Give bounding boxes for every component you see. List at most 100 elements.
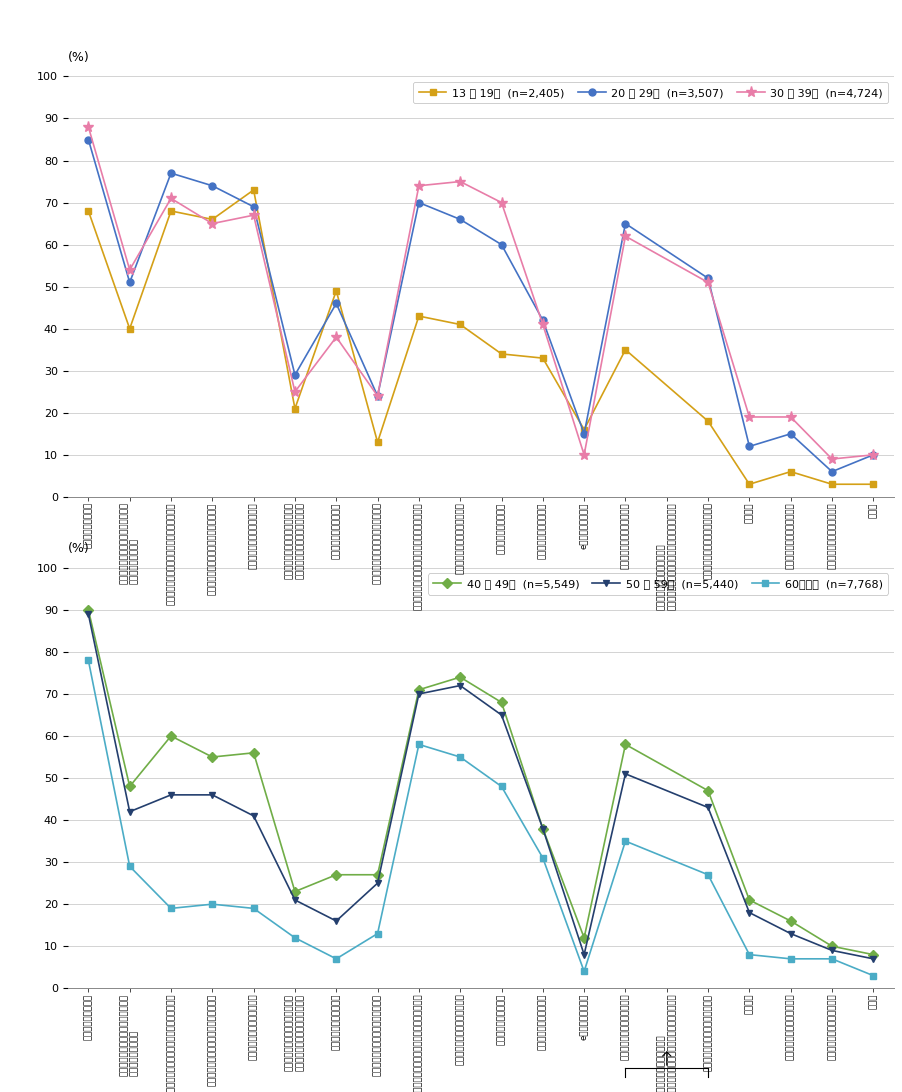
60歳以上  (n=7,768) <box>372 927 382 940</box>
Text: eラーニングの利用: eラーニングの利用 <box>579 502 588 548</box>
50 ～ 59歳  (n=5,440) <box>372 877 382 890</box>
Text: 商品・サービスの購入・取引: 商品・サービスの購入・取引 <box>621 502 630 569</box>
60歳以上  (n=7,768) <box>207 898 217 911</box>
Text: ソーシャルネットワーキングサービスの利用: ソーシャルネットワーキングサービスの利用 <box>166 502 175 605</box>
20 ～ 29歳  (n=3,507) <box>702 272 713 285</box>
50 ～ 59歳  (n=5,440) <box>330 914 341 927</box>
30 ～ 39歳  (n=4,724) <box>372 390 382 403</box>
Text: オンラインゲームの利用: オンラインゲームの利用 <box>331 502 340 559</box>
30 ～ 39歳  (n=4,724) <box>495 197 506 210</box>
Text: ソーシャルネットワーキングサービスの利用: ソーシャルネットワーキングサービスの利用 <box>166 994 175 1092</box>
20 ～ 29歳  (n=3,507) <box>743 440 754 453</box>
50 ～ 59歳  (n=5,440) <box>124 805 135 818</box>
60歳以上  (n=7,768) <box>495 780 506 793</box>
60歳以上  (n=7,768) <box>620 834 630 847</box>
60歳以上  (n=7,768) <box>165 902 176 915</box>
30 ～ 39歳  (n=4,724) <box>825 452 836 465</box>
50 ～ 59歳  (n=5,440) <box>413 688 424 701</box>
30 ～ 39歳  (n=4,724) <box>867 448 878 461</box>
30 ～ 39歳  (n=4,724) <box>165 192 176 205</box>
40 ～ 49歳  (n=5,549) <box>248 746 259 759</box>
60歳以上  (n=7,768) <box>413 738 424 751</box>
Text: ラジオ・テレビ番組・映画などの
オンデマンド配信サービスの利用: ラジオ・テレビ番組・映画などの オンデマンド配信サービスの利用 <box>285 502 304 579</box>
Line: 50 ～ 59歳  (n=5,440): 50 ～ 59歳 (n=5,440) <box>85 610 876 962</box>
30 ～ 39歳  (n=4,724) <box>702 276 713 289</box>
Text: 動画投稿・共有サイトの利用: 動画投稿・共有サイトの利用 <box>249 994 258 1060</box>
30 ～ 39歳  (n=4,724) <box>413 179 424 192</box>
20 ～ 29歳  (n=3,507) <box>495 238 506 251</box>
50 ～ 59歳  (n=5,440) <box>825 943 836 957</box>
30 ～ 39歳  (n=4,724) <box>290 385 300 399</box>
13 ～ 19歳  (n=2,405) <box>743 477 754 490</box>
13 ～ 19歳  (n=2,405) <box>825 477 836 490</box>
40 ～ 49歳  (n=5,549) <box>83 603 94 616</box>
40 ～ 49歳  (n=5,549) <box>785 914 796 927</box>
13 ～ 19歳  (n=2,405) <box>83 204 94 217</box>
Text: ホームページ・ブログの開設・更新
又は閲覧・書き込み: ホームページ・ブログの開設・更新 又は閲覧・書き込み <box>120 994 139 1076</box>
Text: デジタルコンテンツの購入・取引: デジタルコンテンツの購入・取引 <box>703 994 712 1070</box>
40 ～ 49歳  (n=5,549) <box>207 750 217 763</box>
30 ～ 39歳  (n=4,724) <box>124 263 135 276</box>
50 ～ 59歳  (n=5,440) <box>578 948 589 961</box>
Text: 天気予報の利用（無料のもの）: 天気予報の利用（無料のもの） <box>456 994 465 1066</box>
40 ～ 49歳  (n=5,549) <box>124 780 135 793</box>
20 ～ 29歳  (n=3,507) <box>785 427 796 440</box>
30 ～ 39歳  (n=4,724) <box>537 318 548 331</box>
Text: ラジオ・テレビ番組・映画などの
オンデマンド配信サービスの利用: ラジオ・テレビ番組・映画などの オンデマンド配信サービスの利用 <box>285 994 304 1070</box>
20 ～ 29歳  (n=3,507) <box>248 200 259 213</box>
Legend: 40 ～ 49歳  (n=5,549), 50 ～ 59歳  (n=5,440), 60歳以上  (n=7,768): 40 ～ 49歳 (n=5,549), 50 ～ 59歳 (n=5,440), … <box>428 573 888 594</box>
50 ～ 59歳  (n=5,440) <box>207 788 217 802</box>
13 ～ 19歳  (n=2,405) <box>785 465 796 478</box>
50 ～ 59歳  (n=5,440) <box>495 709 506 722</box>
20 ～ 29歳  (n=3,507) <box>330 297 341 310</box>
Text: デジタルコンテンツの購入・取引: デジタルコンテンツの購入・取引 <box>703 502 712 579</box>
13 ～ 19歳  (n=2,405) <box>165 204 176 217</box>
50 ～ 59歳  (n=5,440) <box>455 679 465 692</box>
40 ～ 49歳  (n=5,549) <box>372 868 382 881</box>
Text: 辞書・事典サイトの利用: 辞書・事典サイトの利用 <box>538 994 547 1051</box>
13 ～ 19歳  (n=2,405) <box>413 309 424 322</box>
60歳以上  (n=7,768) <box>825 952 836 965</box>
40 ～ 49歳  (n=5,549) <box>413 684 424 697</box>
Text: クイズ・懸賞応募、アンケート回答: クイズ・懸賞応募、アンケート回答 <box>373 502 382 584</box>
20 ～ 29歳  (n=3,507) <box>578 427 589 440</box>
50 ～ 59歳  (n=5,440) <box>867 952 878 965</box>
20 ～ 29歳  (n=3,507) <box>290 368 300 381</box>
Text: 天気予報の利用（無料のもの）: 天気予報の利用（無料のもの） <box>456 502 465 574</box>
13 ～ 19歳  (n=2,405) <box>372 436 382 449</box>
50 ～ 59歳  (n=5,440) <box>785 927 796 940</box>
Text: 商品・サービスの購入・取引: 商品・サービスの購入・取引 <box>621 994 630 1060</box>
Text: (%): (%) <box>68 51 89 63</box>
60歳以上  (n=7,768) <box>455 750 465 763</box>
13 ～ 19歳  (n=2,405) <box>620 343 630 356</box>
Text: 電子メールの送受信: 電子メールの送受信 <box>84 994 93 1040</box>
Text: 電子メールの送受信: 電子メールの送受信 <box>84 502 93 548</box>
Text: ニュースサイトの利用: ニュースサイトの利用 <box>496 502 505 554</box>
13 ～ 19歳  (n=2,405) <box>290 402 300 415</box>
13 ～ 19歳  (n=2,405) <box>248 183 259 197</box>
40 ～ 49歳  (n=5,549) <box>537 822 548 835</box>
60歳以上  (n=7,768) <box>578 965 589 978</box>
Text: eラーニングの利用: eラーニングの利用 <box>579 994 588 1040</box>
20 ～ 29歳  (n=3,507) <box>620 217 630 230</box>
20 ～ 29歳  (n=3,507) <box>413 197 424 210</box>
Text: クイズ・懸賞応募、アンケート回答: クイズ・懸賞応募、アンケート回答 <box>373 994 382 1076</box>
50 ～ 59歳  (n=5,440) <box>743 906 754 919</box>
Legend: 13 ～ 19歳  (n=2,405), 20 ～ 29歳  (n=3,507), 30 ～ 39歳  (n=4,724): 13 ～ 19歳 (n=2,405), 20 ～ 29歳 (n=3,507), … <box>413 82 888 103</box>
Text: 無料通話アプリやボイスチャットの利用: 無料通話アプリやボイスチャットの利用 <box>207 994 216 1085</box>
20 ～ 29歳  (n=3,507) <box>455 213 465 226</box>
Line: 40 ～ 49歳  (n=5,549): 40 ～ 49歳 (n=5,549) <box>85 606 876 958</box>
13 ～ 19歳  (n=2,405) <box>867 477 878 490</box>
20 ～ 29歳  (n=3,507) <box>537 313 548 327</box>
13 ～ 19歳  (n=2,405) <box>124 322 135 335</box>
20 ～ 29歳  (n=3,507) <box>867 448 878 461</box>
60歳以上  (n=7,768) <box>290 931 300 945</box>
50 ～ 59歳  (n=5,440) <box>620 768 630 781</box>
60歳以上  (n=7,768) <box>83 654 94 667</box>
20 ～ 29歳  (n=3,507) <box>165 167 176 180</box>
40 ～ 49歳  (n=5,549) <box>620 738 630 751</box>
Line: 20 ～ 29歳  (n=3,507): 20 ～ 29歳 (n=3,507) <box>85 136 876 475</box>
Line: 30 ～ 39歳  (n=4,724): 30 ～ 39歳 (n=4,724) <box>83 121 878 464</box>
30 ～ 39歳  (n=4,724) <box>620 229 630 242</box>
60歳以上  (n=7,768) <box>537 852 548 865</box>
